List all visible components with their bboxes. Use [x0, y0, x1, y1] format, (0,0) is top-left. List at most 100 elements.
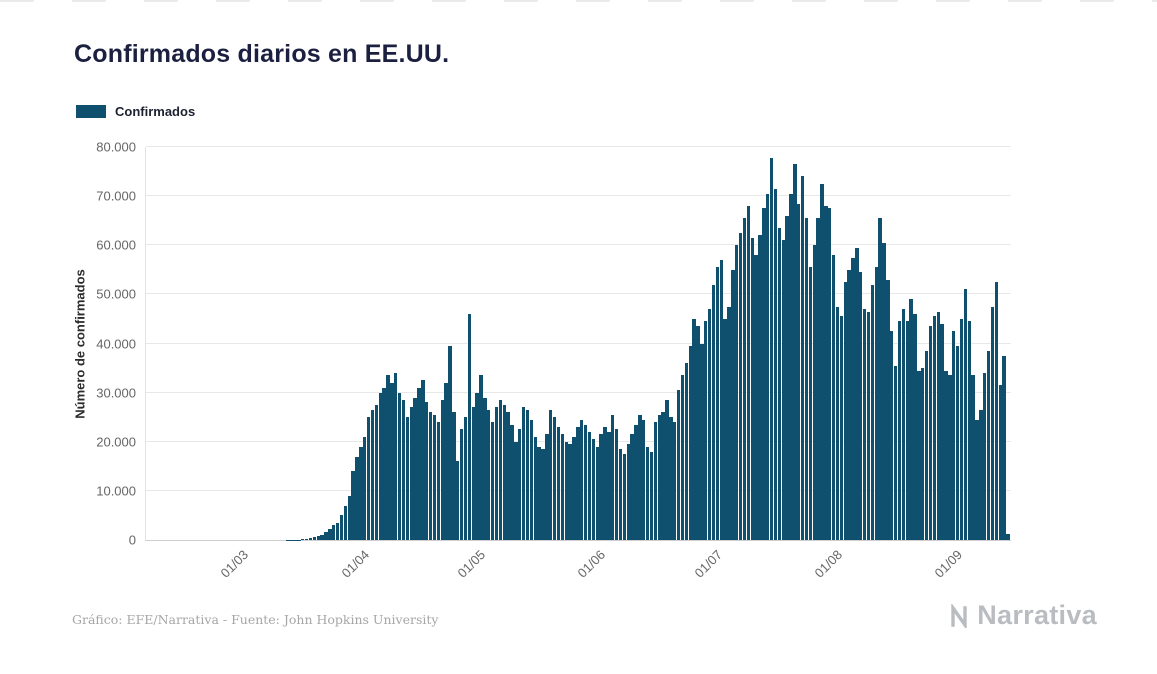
bar	[595, 446, 599, 540]
bar	[777, 228, 781, 540]
bar	[704, 321, 708, 540]
y-tick-label: 10.000	[96, 483, 136, 499]
bar	[804, 218, 809, 540]
narrativa-logo-icon	[950, 603, 974, 628]
bar	[831, 255, 836, 540]
bar	[475, 392, 479, 540]
page-title: Confirmados diarios en EE.UU.	[74, 40, 450, 68]
bar	[642, 419, 646, 540]
source-note: Gráfico: EFE/Narrativa - Fuente: John Ho…	[72, 612, 439, 627]
bar	[742, 218, 747, 540]
bar	[428, 412, 433, 540]
bar	[374, 404, 378, 540]
bar	[955, 345, 960, 540]
y-tick-label: 50.000	[96, 286, 136, 302]
bar	[459, 429, 464, 540]
bar	[580, 419, 584, 540]
bar	[545, 434, 549, 540]
gridline	[146, 195, 1011, 197]
x-tick-label: 01/08	[811, 547, 846, 581]
bar	[750, 237, 754, 540]
bar	[506, 412, 510, 540]
bar	[568, 444, 572, 540]
legend-swatch	[76, 105, 106, 118]
bar	[913, 314, 917, 540]
bar	[828, 208, 832, 540]
bar	[351, 471, 355, 540]
bar	[820, 183, 824, 540]
bar	[746, 205, 750, 540]
bar	[316, 536, 320, 540]
bar	[560, 434, 564, 540]
x-tick-label: 01/04	[338, 547, 372, 581]
bar	[676, 390, 681, 540]
bar	[909, 299, 913, 540]
bar	[622, 454, 626, 540]
bar	[591, 439, 595, 540]
bar	[990, 306, 995, 540]
bar	[917, 370, 921, 540]
x-tick-label: 01/07	[691, 547, 725, 581]
bar	[793, 164, 797, 540]
bar	[859, 272, 863, 540]
bar	[436, 422, 440, 540]
bar	[626, 444, 630, 540]
x-tick-label: 01/03	[218, 547, 252, 581]
bar	[421, 380, 425, 540]
bar	[444, 382, 448, 540]
y-tick-label: 80.000	[96, 139, 136, 155]
bar	[405, 417, 409, 540]
bar	[541, 449, 545, 540]
bar	[510, 424, 514, 540]
bar	[607, 431, 611, 540]
bar	[785, 215, 789, 540]
bar	[882, 242, 886, 540]
bar	[1006, 534, 1010, 540]
bar	[576, 427, 580, 540]
bar	[467, 314, 471, 540]
bar	[653, 422, 657, 540]
bar	[901, 309, 905, 540]
y-tick-label: 40.000	[96, 336, 136, 351]
bar	[518, 429, 522, 540]
bar	[324, 532, 328, 540]
bar	[649, 451, 654, 540]
bar	[440, 400, 444, 540]
bar	[304, 539, 309, 540]
bar	[665, 400, 669, 540]
bar	[773, 188, 778, 540]
plot-area: 0 10.000 20.000 30.000 40.000 50.000 60.000 70.…	[96, 140, 1011, 581]
bar	[921, 368, 925, 540]
bar	[611, 414, 615, 540]
bar	[417, 387, 421, 540]
bar	[866, 311, 871, 540]
bar	[397, 392, 402, 540]
bar	[754, 255, 758, 540]
bar	[587, 431, 592, 540]
bar	[874, 267, 878, 540]
bar	[630, 434, 634, 540]
bar	[847, 269, 851, 540]
bar	[758, 235, 762, 540]
y-tick-label: 0	[128, 532, 136, 548]
bar	[816, 218, 820, 540]
bar	[789, 193, 793, 540]
bar	[638, 414, 642, 540]
gridline	[146, 293, 1011, 295]
bar	[483, 397, 487, 540]
bar	[948, 375, 952, 540]
bar	[998, 385, 1002, 540]
bars-container	[146, 147, 1011, 540]
bar	[967, 321, 971, 540]
bar	[735, 245, 739, 540]
bar	[614, 429, 619, 540]
bar	[688, 345, 692, 540]
bar	[769, 157, 774, 540]
bar	[738, 232, 743, 540]
bar	[897, 321, 902, 540]
bar	[390, 382, 394, 540]
bar	[994, 282, 998, 540]
bar	[355, 456, 359, 540]
bar	[731, 269, 735, 540]
